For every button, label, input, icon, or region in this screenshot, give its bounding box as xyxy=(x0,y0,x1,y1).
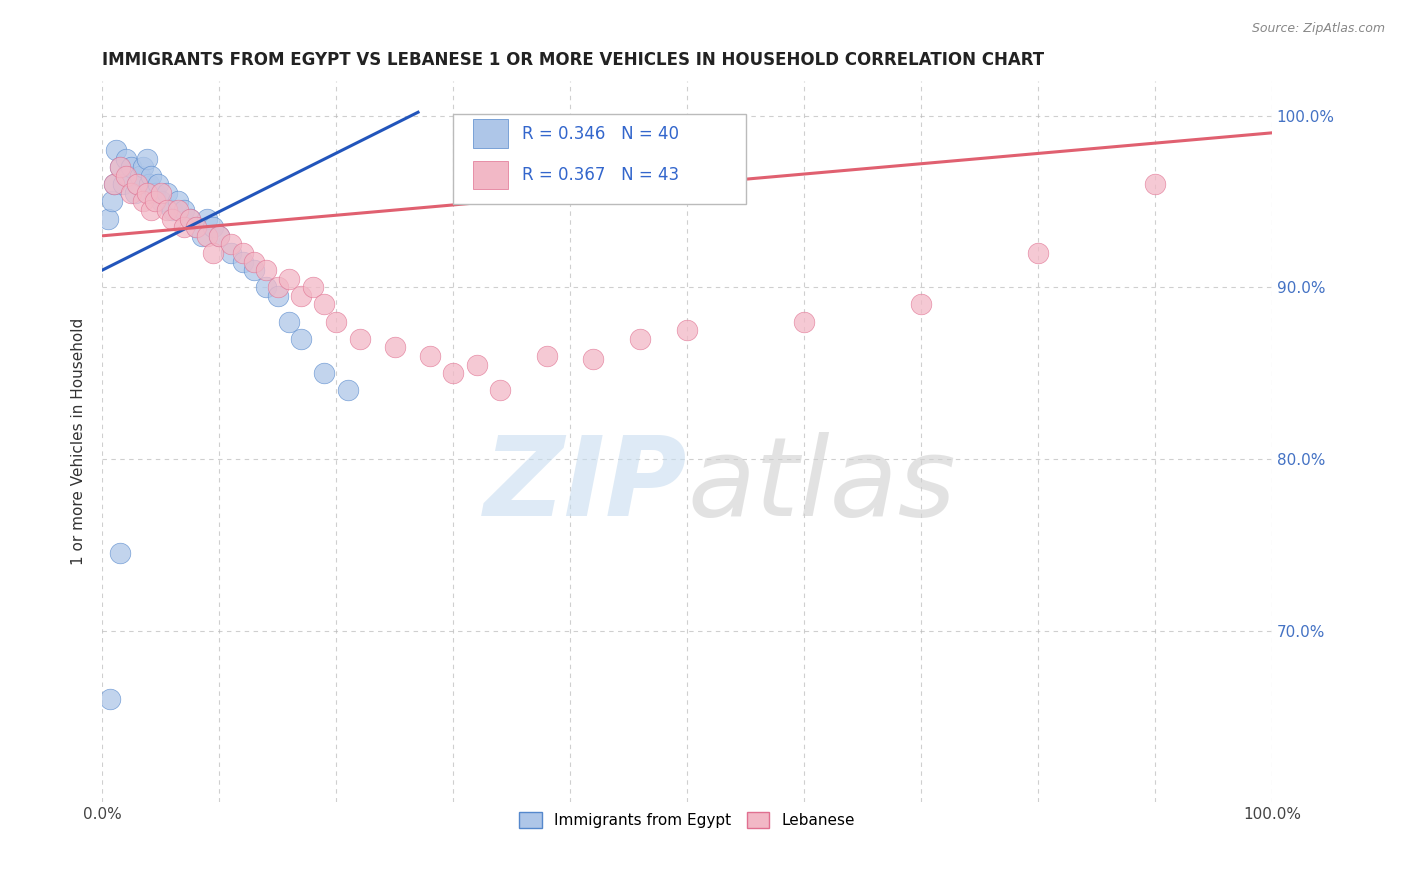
Point xyxy=(314,297,336,311)
Point xyxy=(128,169,150,183)
Bar xyxy=(472,161,508,189)
Point xyxy=(155,186,177,200)
Point xyxy=(536,349,558,363)
Point xyxy=(100,194,122,209)
Point xyxy=(108,160,131,174)
Point xyxy=(190,228,212,243)
Point xyxy=(384,340,406,354)
Point xyxy=(114,152,136,166)
Point xyxy=(910,297,932,311)
Point xyxy=(155,203,177,218)
Point xyxy=(100,692,122,706)
Point xyxy=(143,186,166,200)
Point xyxy=(143,194,166,209)
Point xyxy=(173,220,195,235)
Point xyxy=(179,211,201,226)
Text: R = 0.367   N = 43: R = 0.367 N = 43 xyxy=(522,166,679,184)
Point xyxy=(167,194,190,209)
Point xyxy=(232,246,254,260)
Point xyxy=(120,160,142,174)
Point xyxy=(117,169,139,183)
Point xyxy=(465,358,488,372)
Point xyxy=(184,220,207,235)
Point xyxy=(208,228,231,243)
Point xyxy=(676,323,699,337)
Point xyxy=(349,332,371,346)
FancyBboxPatch shape xyxy=(453,114,745,204)
Text: Source: ZipAtlas.com: Source: ZipAtlas.com xyxy=(1251,22,1385,36)
Point xyxy=(266,280,288,294)
Point xyxy=(419,349,441,363)
Point xyxy=(135,186,157,200)
Point xyxy=(162,203,184,218)
Point xyxy=(219,246,242,260)
Point xyxy=(97,211,120,226)
Point xyxy=(120,186,142,200)
Point xyxy=(301,280,323,294)
Point xyxy=(127,178,149,192)
Bar xyxy=(472,120,508,148)
Point xyxy=(149,194,172,209)
Point xyxy=(489,384,512,398)
Point xyxy=(141,169,163,183)
Point xyxy=(141,203,163,218)
Point xyxy=(167,203,190,218)
Point xyxy=(179,211,201,226)
Point xyxy=(266,289,288,303)
Text: ZIP: ZIP xyxy=(484,432,688,539)
Y-axis label: 1 or more Vehicles in Household: 1 or more Vehicles in Household xyxy=(72,318,86,566)
Point xyxy=(314,366,336,380)
Point xyxy=(793,315,815,329)
Point xyxy=(254,263,277,277)
Text: IMMIGRANTS FROM EGYPT VS LEBANESE 1 OR MORE VEHICLES IN HOUSEHOLD CORRELATION CH: IMMIGRANTS FROM EGYPT VS LEBANESE 1 OR M… xyxy=(103,51,1045,69)
Point xyxy=(162,211,184,226)
Point xyxy=(197,228,219,243)
Point xyxy=(232,254,254,268)
Point xyxy=(135,152,157,166)
Point xyxy=(148,178,170,192)
Point xyxy=(336,384,359,398)
Point xyxy=(441,366,464,380)
Point xyxy=(1143,178,1166,192)
Point xyxy=(290,289,312,303)
Point xyxy=(132,194,155,209)
Point xyxy=(124,186,146,200)
Point xyxy=(243,263,266,277)
Point xyxy=(149,186,172,200)
Point xyxy=(278,271,301,285)
Point xyxy=(114,169,136,183)
Point xyxy=(112,178,135,192)
Point xyxy=(208,228,231,243)
Text: atlas: atlas xyxy=(688,432,956,539)
Point xyxy=(184,220,207,235)
Point xyxy=(103,178,125,192)
Point xyxy=(127,178,149,192)
Point xyxy=(1026,246,1049,260)
Point xyxy=(132,160,155,174)
Point xyxy=(202,246,225,260)
Point xyxy=(254,280,277,294)
Point xyxy=(278,315,301,329)
Point xyxy=(202,220,225,235)
Point xyxy=(197,211,219,226)
Text: R = 0.346   N = 40: R = 0.346 N = 40 xyxy=(522,125,679,143)
Point xyxy=(108,546,131,560)
Point xyxy=(628,332,651,346)
Point xyxy=(325,315,347,329)
Point xyxy=(173,203,195,218)
Point xyxy=(290,332,312,346)
Point xyxy=(219,237,242,252)
Point xyxy=(243,254,266,268)
Point xyxy=(138,178,160,192)
Point xyxy=(103,178,125,192)
Point xyxy=(108,160,131,174)
Point xyxy=(105,143,128,157)
Point xyxy=(582,352,605,367)
Legend: Immigrants from Egypt, Lebanese: Immigrants from Egypt, Lebanese xyxy=(513,806,862,834)
